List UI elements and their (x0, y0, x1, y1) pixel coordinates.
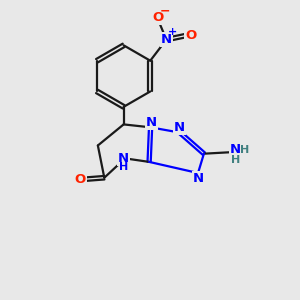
Text: O: O (185, 29, 197, 42)
Text: N: N (230, 143, 241, 156)
Text: O: O (74, 173, 86, 186)
Text: H: H (119, 162, 128, 172)
Text: −: − (160, 4, 170, 17)
Text: +: + (168, 27, 178, 37)
Text: N: N (161, 33, 172, 46)
Text: O: O (152, 11, 163, 24)
Text: N: N (118, 152, 129, 165)
Text: N: N (193, 172, 204, 185)
Text: H: H (240, 145, 249, 155)
Text: N: N (146, 116, 157, 129)
Text: H: H (231, 155, 240, 165)
Text: N: N (174, 121, 185, 134)
